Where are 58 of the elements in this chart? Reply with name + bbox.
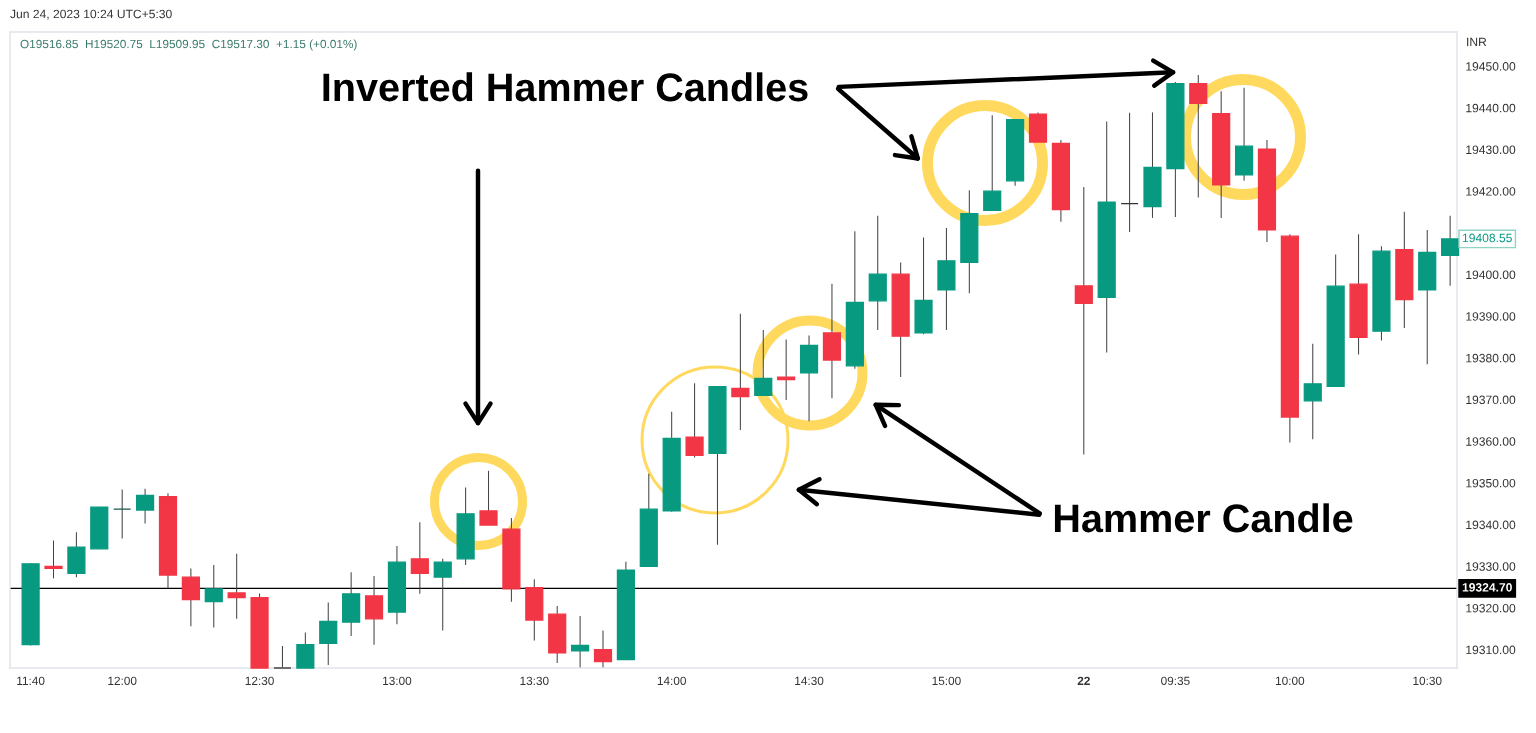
text: Jun 24, 2023 10:24 UTC+5:30 bbox=[10, 9, 172, 20]
ref-line-label: 19324.70 bbox=[1462, 583, 1512, 592]
candlestick bbox=[204, 564, 223, 629]
y-axis-title: INR bbox=[1467, 37, 1487, 47]
candlestick bbox=[1303, 343, 1322, 440]
y-tick-label: 19310.00 bbox=[1466, 645, 1516, 655]
candlestick bbox=[754, 329, 773, 397]
y-tick-label: 19360.00 bbox=[1466, 437, 1516, 446]
candlestick bbox=[181, 567, 200, 627]
candlestick bbox=[227, 553, 246, 620]
x-tick-label: 12:00 bbox=[108, 676, 137, 685]
y-tick-label: 19370.00 bbox=[1466, 395, 1516, 405]
text: 19408.55 bbox=[1462, 233, 1512, 243]
x-tick-label: 14:30 bbox=[795, 676, 824, 685]
x-tick-label: 09:35 bbox=[1161, 676, 1190, 685]
y-tick-label: 19320.00 bbox=[1466, 603, 1516, 613]
y-tick-label: 19430.00 bbox=[1466, 145, 1516, 155]
candlestick bbox=[685, 382, 704, 459]
annotation: Hammer Candle bbox=[1054, 503, 1353, 533]
candlestick bbox=[113, 489, 132, 539]
y-tick-label: 19390.00 bbox=[1466, 312, 1516, 321]
candlestick bbox=[319, 602, 338, 666]
candlestick bbox=[593, 629, 613, 668]
candlestick bbox=[433, 558, 452, 632]
x-tick-label: 15:00 bbox=[932, 676, 961, 685]
candlestick bbox=[1120, 112, 1139, 233]
candlestick bbox=[296, 632, 315, 669]
candlestick bbox=[479, 470, 498, 526]
x-tick-label: 13:00 bbox=[383, 676, 412, 685]
candlestick bbox=[1074, 186, 1093, 456]
y-tick-label: 19420.00 bbox=[1466, 187, 1516, 196]
candlestick bbox=[1441, 215, 1460, 287]
y-tick-label: 19450.00 bbox=[1466, 62, 1516, 71]
x-tick-label: 13:30 bbox=[520, 676, 549, 685]
candlestick bbox=[410, 521, 429, 595]
candlestick bbox=[983, 114, 1002, 212]
y-tick-label: 19380.00 bbox=[1466, 353, 1516, 363]
annotation: Inverted Hammer Candles bbox=[323, 72, 808, 102]
candlestick bbox=[777, 339, 796, 401]
y-tick-label: 19350.00 bbox=[1466, 478, 1516, 488]
x-tick-label: 22 bbox=[1077, 676, 1090, 685]
candlestick bbox=[273, 645, 292, 669]
candlestick bbox=[364, 575, 384, 646]
y-tick-label: 19340.00 bbox=[1466, 520, 1516, 530]
x-tick-label: 12:30 bbox=[245, 676, 274, 685]
x-tick-label: 10:30 bbox=[1413, 676, 1442, 685]
candlestick bbox=[731, 313, 750, 431]
y-tick-label: 19400.00 bbox=[1466, 270, 1516, 280]
candlestick bbox=[44, 539, 63, 579]
candlestick bbox=[571, 615, 590, 668]
y-tick-label: 19440.00 bbox=[1466, 103, 1516, 113]
candlestick bbox=[135, 488, 155, 524]
x-tick-label: 14:00 bbox=[657, 676, 686, 685]
text: O19516.85 H19520.75 L19509.95 C19517.30 +1.15 (+0.01%) bbox=[20, 39, 357, 51]
y-tick-label: 19330.00 bbox=[1466, 562, 1516, 571]
x-tick-label: 10:00 bbox=[1275, 676, 1305, 685]
candlestick bbox=[1189, 74, 1208, 198]
x-tick-label: 11:40 bbox=[17, 676, 45, 685]
